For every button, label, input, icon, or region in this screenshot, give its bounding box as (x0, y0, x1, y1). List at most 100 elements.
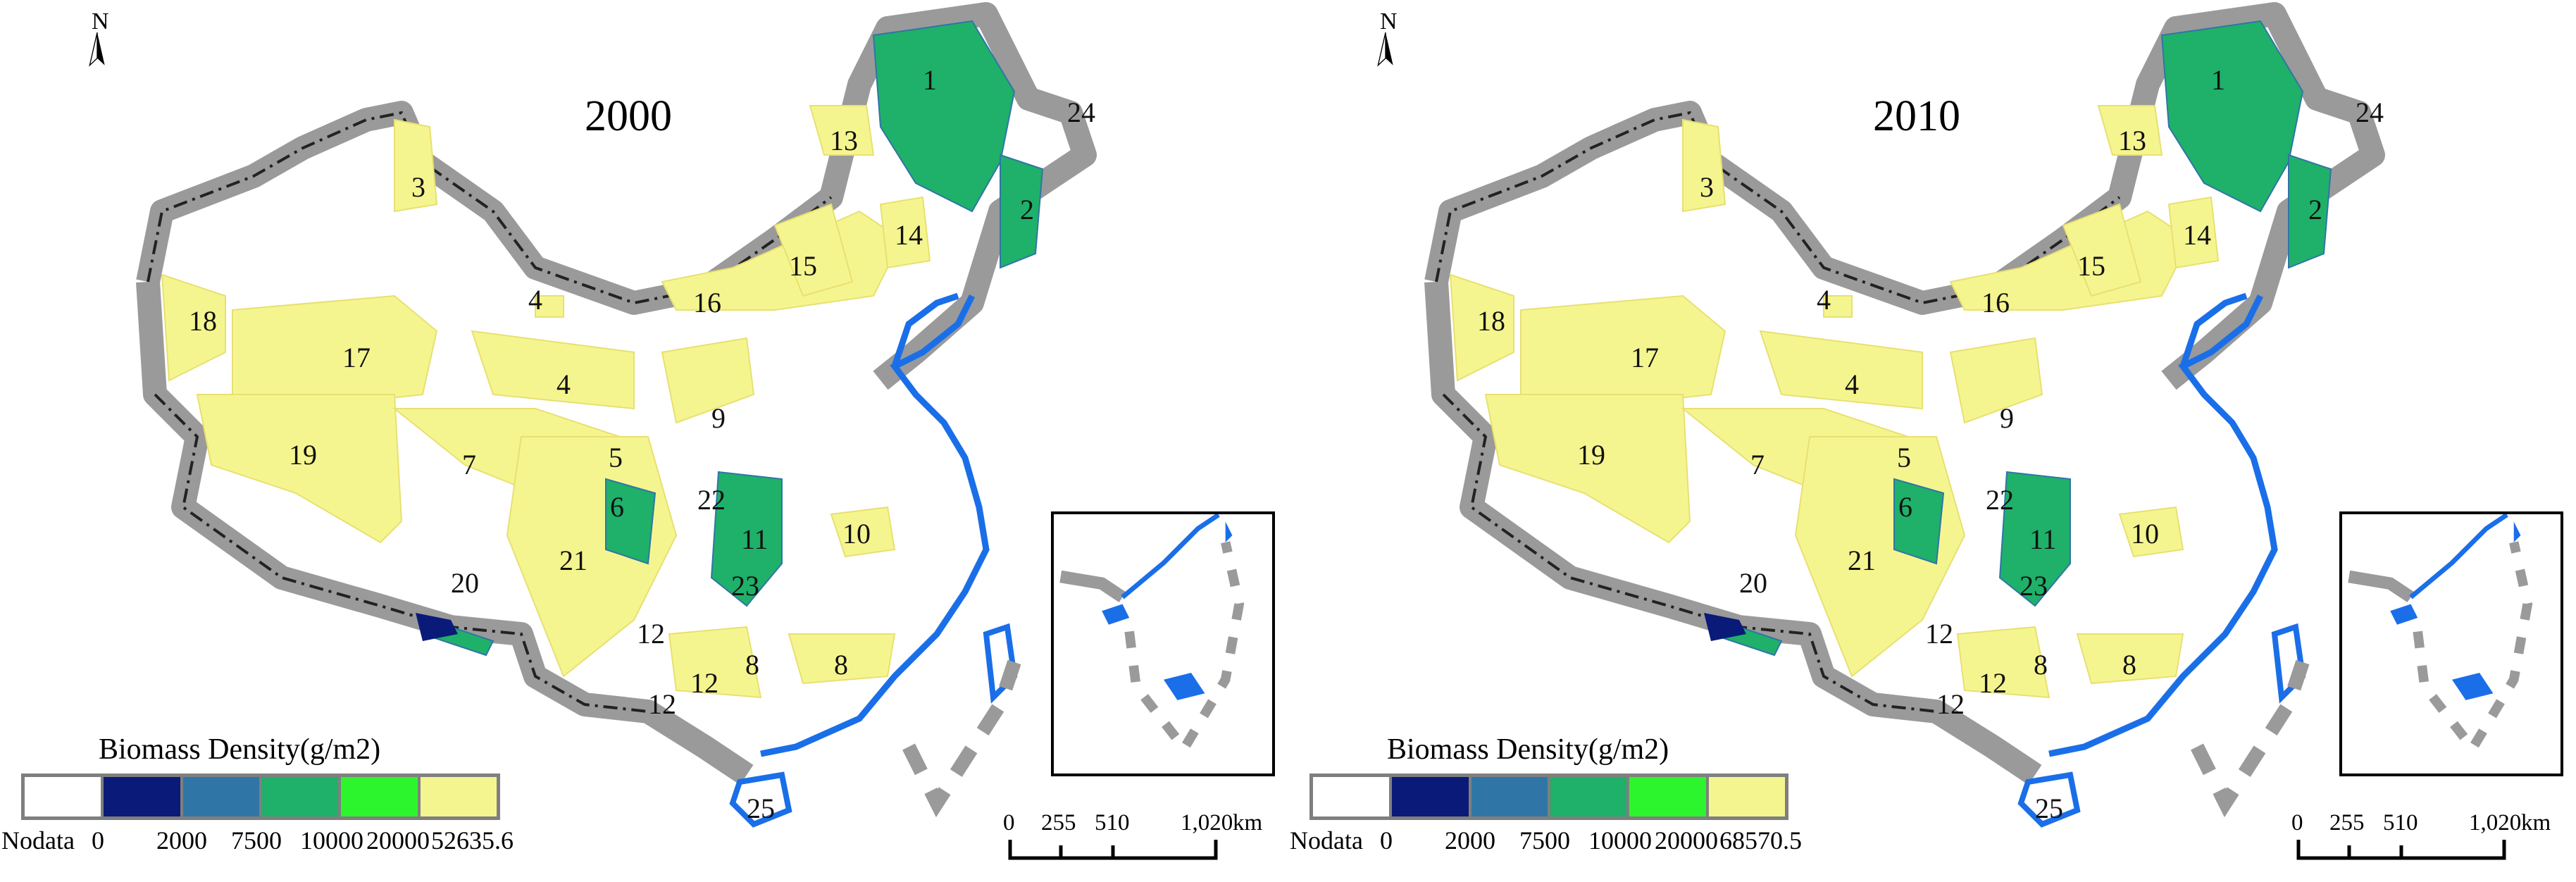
region-label: 24 (2356, 97, 2384, 128)
scale-bar (2296, 840, 2506, 860)
north-arrow: N (83, 4, 111, 89)
region-label: 10 (2131, 518, 2159, 549)
region-label: 12 (637, 618, 665, 650)
region-label: 21 (1848, 545, 1876, 576)
legend-swatch-class-2 (182, 777, 262, 816)
legend-tick: 7500 (231, 826, 282, 855)
region-label: 14 (895, 219, 923, 251)
hainan-island (2017, 771, 2081, 828)
region-label: 15 (2077, 250, 2105, 282)
scale-label: 0 (1003, 810, 1015, 836)
bohai-gulf (891, 292, 959, 368)
north-arrow-icon (1377, 32, 1393, 67)
region-label: 9 (711, 402, 726, 434)
dark-forest-patch (416, 613, 458, 641)
legend-tick: 10000 (300, 826, 363, 855)
region-label: 4 (528, 284, 542, 316)
legend-tick: 2000 (1445, 826, 1495, 855)
region-label: 22 (1986, 484, 2014, 516)
region-label: 11 (741, 523, 769, 555)
region-label: 19 (1577, 439, 1605, 471)
region-label: 3 (1700, 171, 1714, 203)
region-label: 17 (1631, 342, 1659, 373)
legend-swatch-class-5 (1708, 777, 1785, 816)
legend-tick: 0 (1380, 826, 1393, 855)
scale-label: 510 (1095, 810, 1130, 836)
scale-label: 255 (1041, 810, 1076, 836)
region-label: 1 (923, 64, 937, 96)
legend-swatch-class-3 (1550, 777, 1630, 816)
legend-swatch-class-4 (341, 777, 421, 816)
dark-forest-patch (1704, 613, 1746, 641)
region-label: 20 (1739, 567, 1767, 599)
scale-unit: km (2521, 810, 2551, 836)
legend-tick: Nodata (1, 826, 75, 855)
legend-color-bar (21, 774, 500, 820)
legend-swatch-class-4 (1629, 777, 1709, 816)
legend-swatch-class-2 (1471, 777, 1550, 816)
region-label: 4 (1845, 368, 1859, 400)
scale-label: 255 (2329, 810, 2365, 836)
legend-tick: 20000 (1655, 826, 1718, 855)
region-label: 14 (2183, 219, 2211, 251)
legend-tick: 7500 (1519, 826, 1570, 855)
region-label: 4 (1817, 284, 1831, 316)
map-panel-2000: N 2000 1 24 13 3 2 14 15 16 4 18 17 4 9 … (1, 2, 1275, 860)
north-label: N (1380, 8, 1398, 35)
map-panel-2010: N 2010 1 24 13 3 2 14 15 16 4 18 17 4 9 … (1288, 0, 2576, 882)
bohai-gulf (2179, 292, 2248, 368)
legend-tick: 20000 (366, 826, 430, 855)
national-boundary (136, 2, 1097, 390)
north-label: N (92, 8, 109, 35)
legend-swatch-class-5 (420, 777, 497, 816)
region-label: 5 (609, 442, 623, 473)
region-label: 16 (693, 287, 721, 318)
south-china-sea-inset (2339, 511, 2563, 776)
region-label: 13 (2118, 125, 2146, 156)
north-arrow: N (1371, 4, 1400, 89)
region-label: 19 (289, 439, 317, 471)
china-biomass-map (136, 2, 1097, 828)
region-label: 6 (610, 491, 624, 523)
region-label: 1 (2211, 64, 2225, 96)
map-year: 2000 (585, 92, 672, 140)
region-label: 4 (556, 368, 571, 400)
region-label: 11 (2029, 523, 2057, 555)
region-label: 2 (2308, 194, 2322, 225)
biomass-regions (161, 105, 931, 699)
region-label: 15 (789, 250, 817, 282)
region-label: 13 (830, 125, 858, 156)
legend-tick: 2000 (156, 826, 207, 855)
region-label: 7 (1750, 449, 1765, 480)
biomass-regions (1449, 105, 2220, 699)
south-china-sea-inset (1051, 511, 1275, 776)
legend-swatch-class-1 (1392, 777, 1471, 816)
region-label: 8 (2034, 649, 2048, 681)
region-label: 18 (1477, 305, 1505, 337)
legend-tick: 68570.5 (1719, 826, 1802, 855)
region-label: 16 (1981, 287, 2010, 318)
region-label: 12 (1979, 667, 2007, 699)
region-label: 5 (1897, 442, 1911, 473)
region-label: 6 (1898, 491, 1912, 523)
legend-tick: 10000 (1588, 826, 1652, 855)
region-label: 3 (411, 171, 425, 203)
region-label: 9 (2000, 402, 2014, 434)
legend-color-bar (1309, 774, 1788, 820)
inset-map (1059, 512, 1245, 757)
region-label: 12 (690, 667, 718, 699)
china-biomass-map (1424, 2, 2385, 828)
forest-regions (421, 20, 1044, 657)
hainan-island (729, 771, 792, 828)
legend-tick: 0 (92, 826, 104, 855)
coastline (760, 294, 990, 757)
region-label: 25 (747, 793, 775, 824)
region-label: 8 (745, 649, 759, 681)
region-label: 12 (1936, 688, 1965, 720)
region-label: 20 (451, 567, 479, 599)
region-label: 24 (1067, 97, 1095, 128)
region-label: 18 (189, 305, 217, 337)
region-label: 23 (2020, 570, 2048, 602)
scale-bar (1008, 840, 1218, 860)
region-label: 23 (731, 570, 759, 602)
